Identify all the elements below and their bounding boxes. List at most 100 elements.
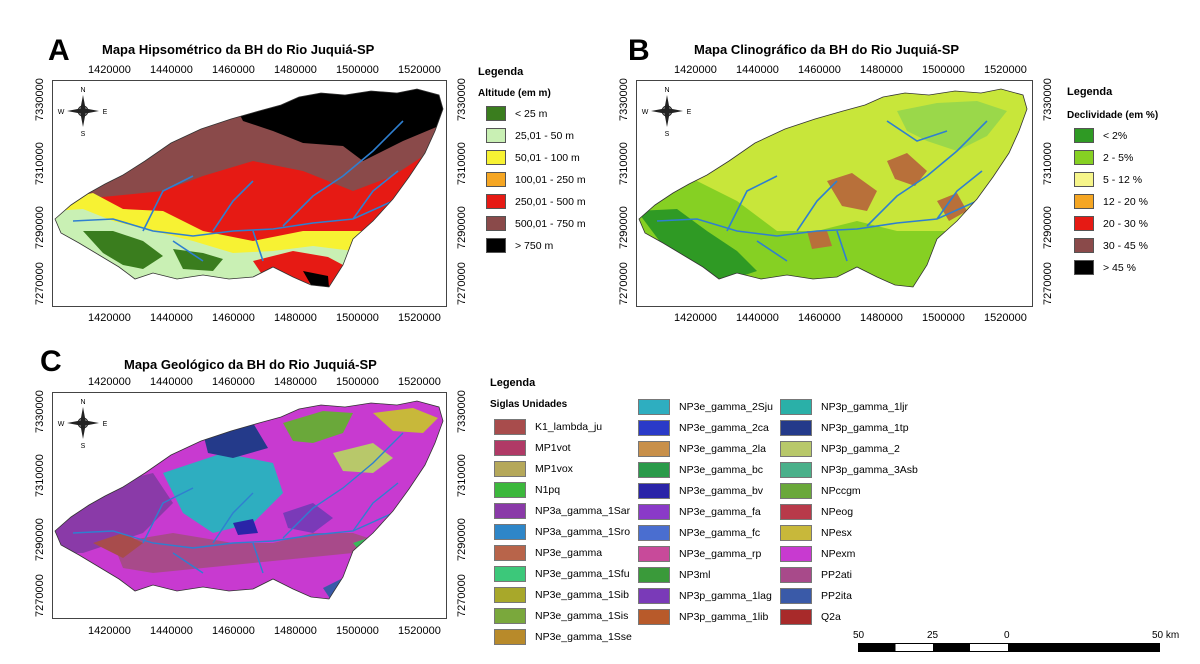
x-tick-top-a-3: 1460000 [212,64,255,76]
legend-swatch [494,503,526,519]
svg-text:E: E [103,421,108,428]
legend-item-c: NP3e_gamma_fc [638,525,760,541]
x-tick-top-b-4: 1480000 [860,64,903,76]
legend-item-b: 5 - 12 % [1074,172,1142,187]
legend-item-c: NP3p_gamma_3Asb [780,462,918,478]
legend-swatch [780,420,812,436]
legend-swatch [486,106,506,121]
legend-item-c: NP3e_gamma_1Sib [494,587,629,603]
legend-item-c: NP3p_gamma_2 [780,441,900,457]
legend-swatch [1074,238,1094,253]
altitude-zone-above-750-south [303,271,329,287]
y-tick-left-a-4: 7270000 [34,262,46,305]
legend-title-a: Legenda [478,66,524,78]
legend-item-c: NP3e_gamma_bc [638,462,763,478]
legend-title-b: Legenda [1067,86,1113,98]
legend-item-c: K1_lambda_ju [494,419,602,435]
legend-swatch [494,587,526,603]
y-tick-left-b-3: 7290000 [618,206,630,249]
legend-item-c: NP3ml [638,567,711,583]
legend-subtitle-c: Siglas Unidades [490,399,568,410]
y-tick-right-c-2: 7310000 [456,454,468,497]
legend-item-c: NP3e_gamma_1Sfu [494,566,630,582]
y-tick-right-a-1: 7330000 [456,78,468,121]
legend-item-c: NP3p_gamma_1ljr [780,399,908,415]
x-tick-bottom-b-1: 1420000 [674,312,717,324]
legend-item-c: NP3p_gamma_1lib [638,609,768,625]
x-tick-bottom-b-6: 1520000 [984,312,1027,324]
legend-item-c: NP3e_gamma_2Sju [638,399,773,415]
compass-rose: N S W E [58,87,108,138]
panel-letter-b: B [628,34,650,67]
svg-text:N: N [664,87,669,94]
legend-item-c: MP1vox [494,461,573,477]
x-tick-bottom-a-3: 1460000 [212,312,255,324]
legend-swatch [494,545,526,561]
x-tick-top-b-6: 1520000 [984,64,1027,76]
legend-swatch [638,567,670,583]
legend-swatch [638,462,670,478]
svg-text:E: E [103,109,108,116]
legend-item-c: NP3e_gamma_rp [638,546,761,562]
map-frame-a: N S W E [52,80,447,307]
legend-swatch [780,588,812,604]
legend-swatch [638,483,670,499]
legend-title-c: Legenda [490,377,536,389]
y-tick-right-a-2: 7310000 [456,142,468,185]
svg-text:S: S [81,131,86,138]
x-tick-top-c-6: 1520000 [398,376,441,388]
legend-swatch [494,419,526,435]
legend-swatch [494,608,526,624]
geo-unit-npesx [373,408,438,433]
legend-item-c: NP3e_gamma_bv [638,483,763,499]
geo-unit-np3e-gamma-2sju [163,453,283,533]
panel-letter-a: A [48,34,70,67]
legend-item-b: > 45 % [1074,260,1136,275]
legend-swatch [638,546,670,562]
legend-item-a: 25,01 - 50 m [486,128,574,143]
legend-item-c: NPccgm [780,483,861,499]
x-tick-top-a-1: 1420000 [88,64,131,76]
legend-swatch [780,504,812,520]
legend-swatch [486,216,506,231]
scale-label-0: 0 [1004,630,1010,641]
altitude-zone-below-25 [83,231,223,271]
x-tick-top-a-5: 1500000 [336,64,379,76]
legend-item-c: NPesx [780,525,852,541]
x-tick-top-b-5: 1500000 [922,64,965,76]
geo-unit-npccgm [283,411,353,443]
legend-swatch [780,567,812,583]
legend-item-c: NP3e_gamma [494,545,602,561]
legend-swatch [780,525,812,541]
legend-swatch [780,441,812,457]
legend-swatch [638,525,670,541]
y-tick-left-a-3: 7290000 [34,206,46,249]
svg-text:S: S [81,443,86,450]
legend-item-c: Q2a [780,609,841,625]
legend-swatch [1074,194,1094,209]
scale-label-50: 50 [853,630,865,641]
compass-rose: N S W E [58,399,108,450]
legend-item-a: 50,01 - 100 m [486,150,580,165]
y-tick-right-c-1: 7330000 [456,390,468,433]
x-tick-top-a-2: 1440000 [150,64,193,76]
river-network [72,432,424,574]
x-tick-bottom-c-3: 1460000 [212,625,255,637]
geo-unit-np3p-gamma-2 [333,443,393,473]
legend-item-b: < 2% [1074,128,1127,143]
y-tick-left-b-2: 7310000 [618,142,630,185]
compass-rose: N S W E [642,87,692,138]
legend-item-b: 12 - 20 % [1074,194,1148,209]
x-tick-bottom-c-1: 1420000 [88,625,131,637]
legend-item-c: MP1vot [494,440,571,456]
legend-item-c: NPeog [780,504,853,520]
legend-item-c: NP3a_gamma_1Sar [494,503,630,519]
legend-swatch [780,462,812,478]
legend-item-a: 250,01 - 500 m [486,194,586,209]
svg-text:E: E [687,109,692,116]
legend-swatch [494,629,526,645]
geo-unit-np3e-gamma-bv [233,519,258,535]
map-frame-c: N S W E [52,392,447,619]
legend-swatch [1074,216,1094,231]
legend-item-c: NP3p_gamma_1tp [780,420,909,436]
